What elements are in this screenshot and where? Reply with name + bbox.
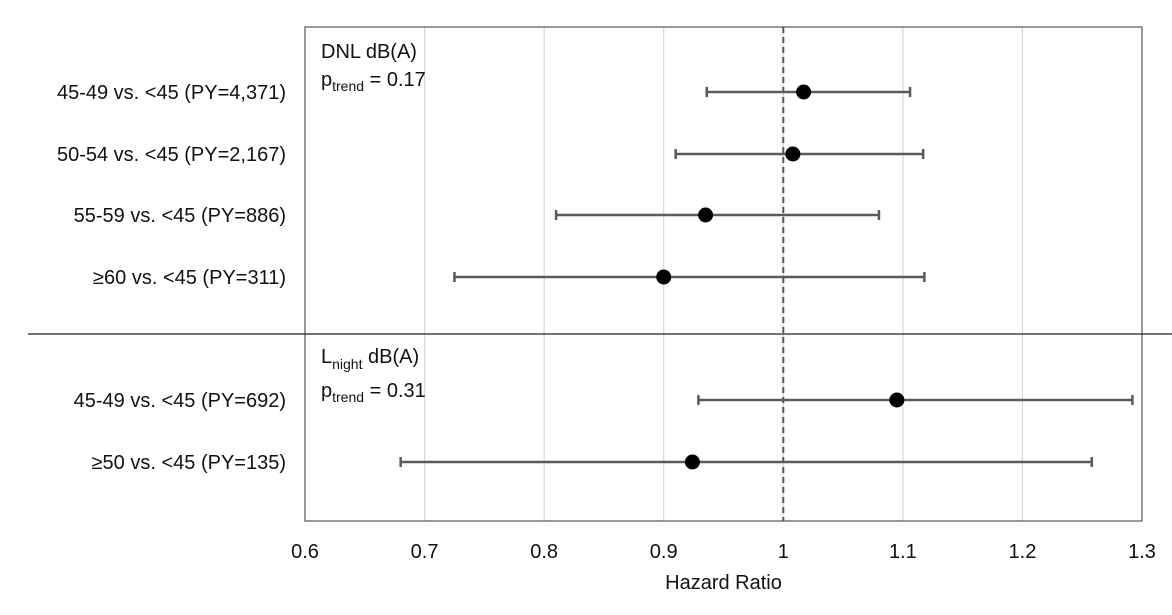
row-label: 55-59 vs. <45 (PY=886) [74, 205, 286, 227]
panel-2-ptrend: ptrend = 0.31 [321, 380, 426, 405]
x-tick-label: 1.2 [1009, 541, 1037, 563]
panel-1-ptrend-label: p [321, 69, 332, 91]
hazard-ratio-point [785, 146, 801, 162]
row-label: 50-54 vs. <45 (PY=2,167) [57, 144, 286, 166]
hazard-ratio-point [698, 207, 714, 223]
panel-titles: DNL dB(A) ptrend = 0.17 Lnight dB(A) ptr… [321, 41, 426, 405]
x-tick-label: 1.3 [1128, 541, 1156, 563]
hazard-ratio-point [656, 269, 672, 285]
panel-1-ptrend-value: = 0.17 [364, 69, 426, 91]
x-tick-label: 0.7 [411, 541, 439, 563]
hazard-ratio-point [796, 84, 812, 100]
hazard-ratio-point [889, 392, 905, 408]
panel-1-ptrend: ptrend = 0.17 [321, 69, 426, 94]
panel-1-title-unit: dB(A) [360, 41, 417, 63]
x-tick-label: 0.8 [530, 541, 558, 563]
panel-2-ptrend-sub: trend [332, 389, 364, 405]
hazard-ratio-point [684, 454, 700, 470]
estimate-row: 50-54 vs. <45 (PY=2,167) [57, 144, 925, 166]
panel-2-title-sub: night [332, 356, 362, 372]
row-label: 45-49 vs. <45 (PY=692) [74, 390, 286, 412]
panel-2-title-unit: dB(A) [362, 346, 419, 368]
panel-1-title: DNL dB(A) [321, 41, 417, 63]
estimate-row: ≥60 vs. <45 (PY=311) [93, 267, 926, 289]
panel-1-title-main: DNL [321, 41, 361, 63]
gridlines [423, 27, 1024, 521]
panel-2-title: Lnight dB(A) [321, 346, 419, 372]
x-tick-label: 0.9 [650, 541, 678, 563]
estimate-row: 55-59 vs. <45 (PY=886) [74, 205, 881, 227]
x-tick-label: 1.1 [889, 541, 917, 563]
panel-1-ptrend-sub: trend [332, 78, 364, 94]
x-tick-label: 1 [778, 541, 789, 563]
row-label: ≥50 vs. <45 (PY=135) [92, 452, 286, 474]
panel-2-title-main: L [321, 346, 332, 368]
x-axis-ticks: 0.6 0.7 0.8 0.9 1 1.1 1.2 1.3 [291, 541, 1156, 563]
x-tick-label: 0.6 [291, 541, 319, 563]
plot-frame [304, 26, 1143, 522]
row-label: ≥60 vs. <45 (PY=311) [93, 267, 286, 289]
estimate-row: 45-49 vs. <45 (PY=4,371) [57, 82, 912, 104]
row-label: 45-49 vs. <45 (PY=4,371) [57, 82, 286, 104]
estimate-row: 45-49 vs. <45 (PY=692) [74, 390, 1134, 412]
panel-2-ptrend-value: = 0.31 [364, 380, 426, 402]
x-axis-label: Hazard Ratio [665, 572, 782, 594]
estimate-rows: 45-49 vs. <45 (PY=4,371) 50-54 vs. <45 (P… [57, 82, 1134, 474]
estimate-row: ≥50 vs. <45 (PY=135) [92, 452, 1094, 474]
panel-2-ptrend-label: p [321, 380, 332, 402]
